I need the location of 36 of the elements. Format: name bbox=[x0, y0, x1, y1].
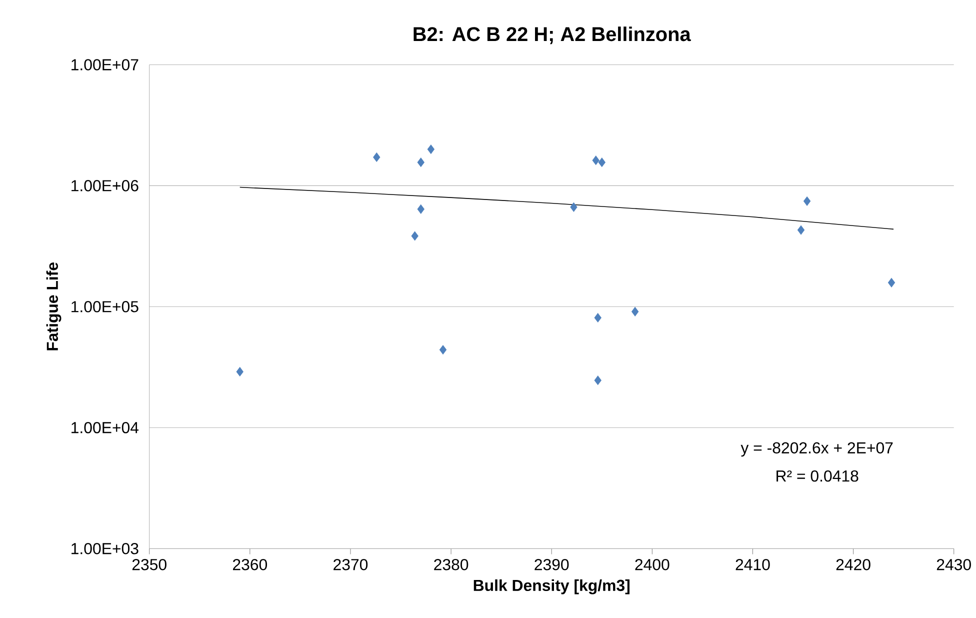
point bbox=[632, 306, 639, 316]
x-tick-label: 2410 bbox=[736, 558, 770, 570]
x-tick-label: 2360 bbox=[232, 558, 268, 570]
point bbox=[888, 278, 896, 288]
y-axis-title: Fatigue Life bbox=[46, 262, 62, 350]
y-tick-label: 1.00E+04 bbox=[72, 422, 139, 434]
x-tick-label: 2420 bbox=[836, 558, 870, 570]
point bbox=[797, 225, 805, 235]
point bbox=[803, 196, 811, 206]
point bbox=[417, 204, 424, 214]
annotation: R² = 0.0418 bbox=[776, 470, 858, 482]
point bbox=[570, 202, 578, 212]
y-tick-label: 1.00E+03 bbox=[72, 542, 138, 554]
point bbox=[373, 152, 380, 162]
annotation: y = -8202.6x + 2E+07 bbox=[740, 442, 893, 456]
point bbox=[439, 344, 447, 354]
point bbox=[594, 376, 602, 385]
point bbox=[236, 366, 244, 376]
point bbox=[592, 156, 600, 165]
point bbox=[417, 158, 424, 167]
chart-title: B2: AC B 22 H; A2 Bellinzona bbox=[414, 26, 691, 44]
point bbox=[427, 144, 434, 154]
x-tick-label: 2430 bbox=[936, 558, 971, 570]
y-tick-label: 1.00E+06 bbox=[72, 180, 138, 192]
x-tick-label: 2370 bbox=[334, 558, 368, 570]
point bbox=[594, 312, 602, 322]
line-series bbox=[239, 186, 894, 230]
point bbox=[598, 158, 606, 167]
x-tick-label: 2350 bbox=[132, 558, 166, 570]
x-tick-label: 2380 bbox=[434, 558, 468, 570]
y-tick-label: 1.00E+05 bbox=[72, 300, 138, 312]
y-tick-label: 1.00E+07 bbox=[72, 58, 138, 70]
x-tick-label: 2390 bbox=[534, 558, 569, 570]
x-tick-label: 2400 bbox=[635, 558, 670, 570]
x-axis-title: Bulk Density [kg/m3] bbox=[474, 579, 630, 594]
point bbox=[411, 231, 418, 240]
